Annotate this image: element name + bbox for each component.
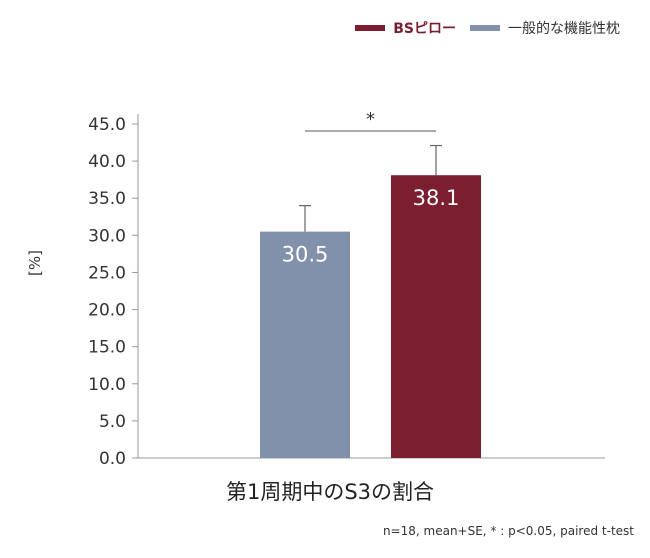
y-tick-label: 45.0 [88,115,126,135]
y-tick-label: 5.0 [99,412,126,432]
footnote: n=18, mean+SE, * : p<0.05, paired t-test [383,524,634,538]
y-tick-label: 30.0 [88,226,126,246]
y-tick-label: 15.0 [88,338,126,358]
y-tick-label: 0.0 [99,449,126,469]
significance-marker: * [366,109,375,130]
bar-data-label: 38.1 [413,186,460,210]
bar-data-label: 30.5 [282,243,329,267]
y-tick-label: 35.0 [88,189,126,209]
y-tick-label: 10.0 [88,375,126,395]
y-tick-label: 25.0 [88,263,126,283]
bar [391,175,481,458]
y-tick-label: 20.0 [88,301,126,321]
y-tick-label: 40.0 [88,152,126,172]
bar-chart: 0.0 5.0 10.0 15.0 20.0 25.0 30.0 35.0 40.0 45.0 30… [0,0,650,470]
x-axis-label: 第1周期中のS3の割合 [210,476,450,506]
